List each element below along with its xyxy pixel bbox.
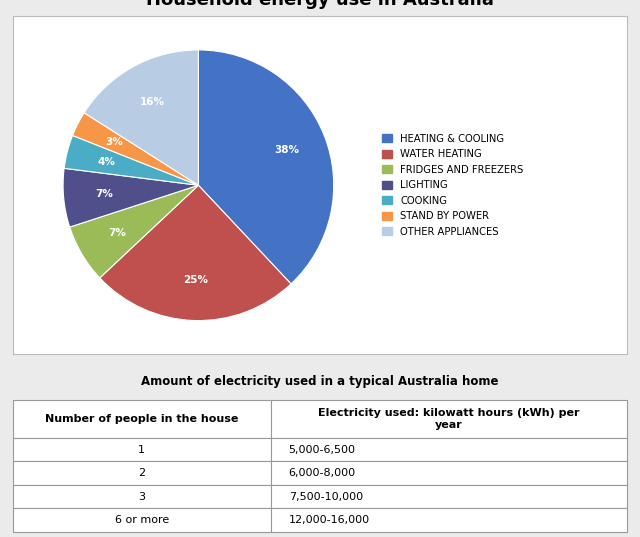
Wedge shape [84,50,198,185]
Text: 16%: 16% [140,97,165,107]
Text: 7%: 7% [95,189,113,199]
Wedge shape [64,135,198,185]
Legend: HEATING & COOLING, WATER HEATING, FRIDGES AND FREEZERS, LIGHTING, COOKING, STAND: HEATING & COOLING, WATER HEATING, FRIDGE… [380,131,527,240]
Wedge shape [198,50,333,284]
Wedge shape [70,185,198,278]
Text: 25%: 25% [183,275,208,285]
Text: 38%: 38% [274,146,299,155]
Text: Amount of electricity used in a typical Australia home: Amount of electricity used in a typical … [141,375,499,388]
Wedge shape [63,168,198,227]
Wedge shape [100,185,291,321]
Text: 3%: 3% [105,137,123,147]
Wedge shape [72,113,198,185]
Text: 7%: 7% [108,228,126,238]
Title: Household energy use in Australia: Household energy use in Australia [146,0,494,9]
Text: 4%: 4% [98,157,116,166]
